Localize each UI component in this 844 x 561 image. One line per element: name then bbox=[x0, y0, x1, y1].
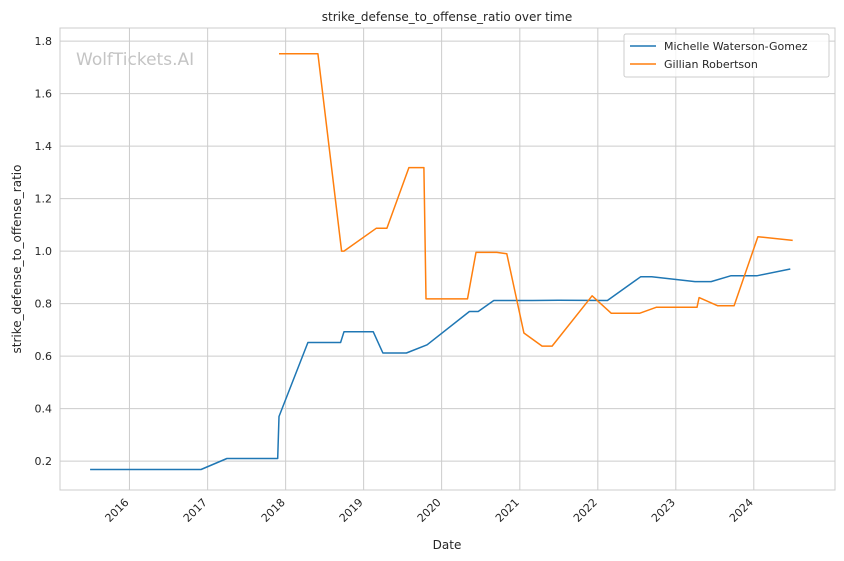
x-tick-label: 2017 bbox=[181, 496, 210, 525]
y-tick-label: 1.0 bbox=[35, 245, 53, 258]
legend-box bbox=[623, 33, 830, 78]
x-tick-label: 2022 bbox=[571, 496, 600, 525]
x-tick-label: 2021 bbox=[493, 496, 522, 525]
y-tick-label: 0.6 bbox=[35, 350, 53, 363]
x-axis-ticks: 2016 2017 2018 2019 2020 2021 2022 2023 2024 bbox=[103, 496, 756, 525]
x-tick-label: 2023 bbox=[649, 496, 678, 525]
x-tick-label: 2018 bbox=[259, 496, 288, 525]
y-tick-label: 0.8 bbox=[35, 298, 53, 311]
y-axis-title: strike_defense_to_offense_ratio bbox=[10, 165, 24, 354]
x-tick-label: 2016 bbox=[103, 496, 132, 525]
y-tick-label: 0.2 bbox=[35, 455, 53, 468]
plot-area bbox=[59, 27, 836, 491]
series-line-0 bbox=[90, 268, 791, 471]
x-axis-title: Date bbox=[433, 538, 462, 552]
x-tick-label: 2019 bbox=[337, 496, 366, 525]
legend-label-1: Gillian Robertson bbox=[664, 58, 758, 71]
series-line-1 bbox=[279, 52, 793, 347]
y-axis-ticks: 0.2 0.4 0.6 0.8 1.0 1.2 1.4 1.6 1.8 bbox=[35, 35, 53, 468]
y-tick-label: 1.8 bbox=[35, 35, 53, 48]
legend: Michelle Waterson-Gomez Gillian Robertso… bbox=[623, 33, 830, 78]
y-tick-label: 1.6 bbox=[35, 88, 53, 101]
y-tick-label: 0.4 bbox=[35, 403, 53, 416]
x-tick-label: 2024 bbox=[727, 496, 756, 525]
series-lines bbox=[90, 52, 793, 471]
grid bbox=[60, 28, 835, 490]
watermark: WolfTickets.AI bbox=[76, 50, 194, 70]
x-tick-label: 2020 bbox=[415, 496, 444, 525]
chart-title: strike_defense_to_offense_ratio over tim… bbox=[322, 10, 572, 24]
y-tick-label: 1.2 bbox=[35, 193, 53, 206]
y-tick-label: 1.4 bbox=[35, 140, 53, 153]
legend-label-0: Michelle Waterson-Gomez bbox=[664, 40, 808, 53]
